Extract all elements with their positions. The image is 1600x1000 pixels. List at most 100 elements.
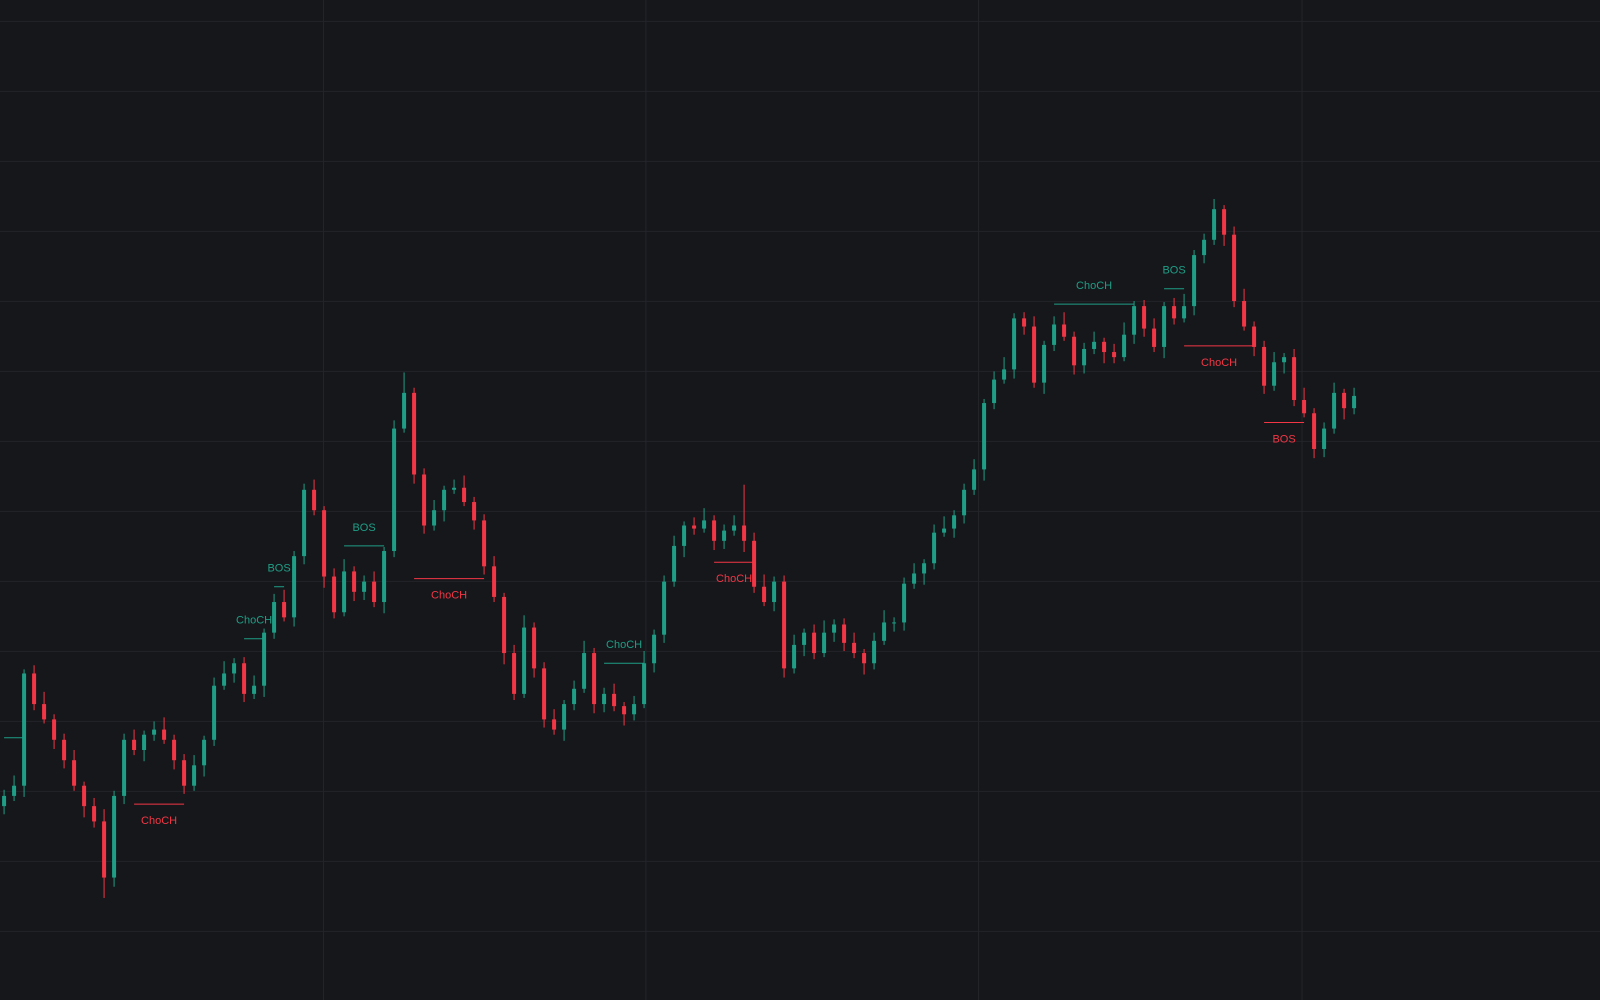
candle-body	[322, 510, 327, 577]
candle-body	[1312, 413, 1317, 449]
structure-label: ChoCH	[236, 615, 272, 627]
candle-body	[542, 668, 547, 720]
candle-body	[1062, 324, 1067, 337]
candle-body	[1112, 352, 1117, 358]
candle-body	[692, 525, 697, 529]
candle-body	[92, 806, 97, 822]
candle-body	[712, 520, 717, 541]
candle-body	[632, 704, 637, 715]
candle-body	[192, 765, 197, 786]
candle-body	[722, 530, 727, 541]
candle-body	[302, 489, 307, 557]
candle-body	[752, 540, 757, 587]
candle-body	[962, 489, 967, 516]
candle-body	[1002, 369, 1007, 380]
candle-body	[1132, 306, 1137, 335]
candle-body	[72, 760, 77, 786]
candle-body	[1152, 328, 1157, 347]
candle-body	[782, 581, 787, 669]
candle-body	[912, 573, 917, 584]
candle-body	[452, 487, 457, 490]
candle-body	[732, 525, 737, 531]
candle-body	[2, 795, 7, 807]
candle-body	[1332, 392, 1337, 429]
candle-body	[642, 663, 647, 705]
candle-body	[1042, 344, 1047, 383]
candle-body	[612, 693, 617, 707]
candle-body	[902, 583, 907, 623]
candle-body	[662, 581, 667, 635]
candle-body	[252, 685, 257, 694]
candle-body	[142, 734, 147, 750]
candle-body	[1262, 346, 1267, 386]
candle-body	[1142, 306, 1147, 329]
candle-body	[972, 469, 977, 490]
candle-body	[202, 739, 207, 766]
candle-body	[1212, 209, 1217, 240]
structure-label: ChoCH	[716, 573, 752, 585]
candle-body	[942, 528, 947, 533]
candle-body	[1192, 255, 1197, 307]
candle-body	[172, 739, 177, 761]
candle-body	[362, 581, 367, 592]
candle-body	[342, 571, 347, 613]
candle-body	[82, 785, 87, 807]
candle-body	[462, 487, 467, 503]
candle-body	[1122, 334, 1127, 358]
candle-body	[332, 576, 337, 613]
structure-label: BOS	[267, 563, 290, 575]
candle-body	[532, 627, 537, 669]
candle-body	[812, 632, 817, 654]
candle-body	[1272, 362, 1277, 386]
candle-body	[1232, 234, 1237, 302]
candle-body	[32, 673, 37, 705]
candle-body	[672, 545, 677, 582]
candle-body	[862, 653, 867, 664]
candle-body	[1222, 209, 1227, 235]
candle-body	[422, 474, 427, 526]
candle-body	[1032, 326, 1037, 383]
candle-body	[822, 632, 827, 654]
candle-body	[772, 581, 777, 603]
candle-body	[132, 739, 137, 750]
candle-body	[42, 704, 47, 720]
candle-body	[112, 795, 117, 878]
candle-body	[272, 602, 277, 633]
candle-body	[372, 581, 377, 603]
candle-body	[1322, 428, 1327, 449]
structure-label: ChoCH	[431, 589, 467, 601]
candle-body	[222, 673, 227, 686]
candle-body	[262, 632, 267, 686]
candle-body	[742, 525, 747, 541]
candle-body	[392, 428, 397, 552]
candle-body	[1242, 301, 1247, 327]
candle-body	[1172, 306, 1177, 319]
candle-body	[1342, 392, 1347, 409]
candle-body	[1012, 318, 1017, 370]
candle-body	[472, 502, 477, 521]
candle-body	[102, 821, 107, 878]
candle-body	[622, 706, 627, 715]
candle-body	[1292, 357, 1297, 400]
candle-body	[1102, 341, 1107, 353]
candle-body	[562, 704, 567, 730]
candle-body	[62, 739, 67, 761]
candle-body	[352, 571, 357, 592]
candle-body	[1302, 400, 1307, 414]
candle-body	[552, 719, 557, 730]
candle-body	[382, 551, 387, 603]
candle-body	[232, 663, 237, 674]
candle-body	[22, 673, 27, 786]
candle-body	[882, 622, 887, 641]
candle-body	[792, 644, 797, 669]
candle-body	[492, 566, 497, 597]
structure-label: ChoCH	[1201, 357, 1237, 369]
candle-body	[52, 719, 57, 740]
candle-body	[892, 622, 897, 624]
structure-label: BOS	[352, 522, 375, 534]
candle-body	[122, 739, 127, 796]
candle-body	[162, 729, 167, 740]
